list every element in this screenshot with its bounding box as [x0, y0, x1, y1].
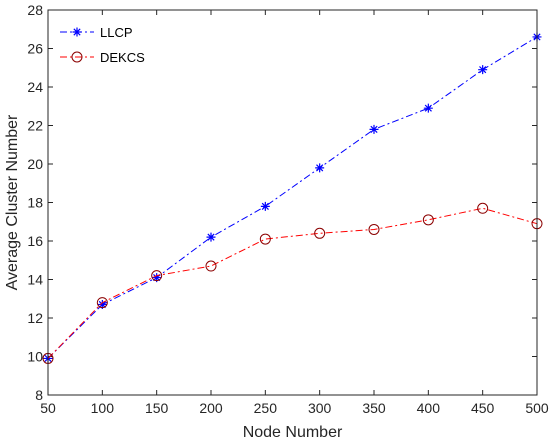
- legend-label: LLCP: [100, 25, 133, 40]
- legend: LLCP DEKCS: [53, 17, 171, 73]
- x-tick-label: 450: [471, 400, 495, 416]
- legend-marker: [72, 27, 82, 37]
- y-tick-label: 28: [27, 2, 43, 18]
- x-tick-label: 300: [308, 400, 332, 416]
- plot-area: [48, 10, 537, 395]
- data-point-dekcs: [205, 260, 217, 272]
- x-tick-label: 500: [525, 400, 549, 416]
- y-tick-label: 22: [27, 118, 43, 134]
- data-point-llcp: [423, 103, 433, 113]
- y-tick-label: 12: [27, 310, 43, 326]
- y-tick-label: 10: [27, 349, 43, 365]
- y-tick-label: 8: [35, 387, 43, 403]
- data-point-dekcs: [368, 223, 380, 235]
- data-point-llcp: [152, 273, 162, 283]
- x-tick-label: 200: [199, 400, 223, 416]
- data-point-llcp: [97, 300, 107, 310]
- y-tick-label: 26: [27, 41, 43, 57]
- data-point-llcp: [315, 163, 325, 173]
- data-point-dekcs: [422, 214, 434, 226]
- y-tick-label: 14: [27, 272, 43, 288]
- series-line-dekcs: [47, 207, 538, 359]
- series-line-llcp: [47, 36, 538, 359]
- legend-marker: [71, 51, 83, 63]
- legend-box: [53, 17, 171, 73]
- x-tick-label: 400: [417, 400, 441, 416]
- y-tick-label: 20: [27, 156, 43, 172]
- y-tick-label: 16: [27, 233, 43, 249]
- axes: 50 100 150 200 250 300 350 400 450 500 8 10 12 14 16 18…: [27, 2, 548, 416]
- data-point-llcp: [369, 124, 379, 134]
- plot-frame: [47, 9, 538, 396]
- data-point-dekcs: [259, 233, 271, 245]
- data-point-dekcs: [96, 297, 108, 309]
- x-tick-label: 50: [40, 400, 56, 416]
- data-point-llcp: [260, 201, 270, 211]
- y-tick-label: 18: [27, 195, 43, 211]
- x-tick-label: 250: [254, 400, 278, 416]
- data-point-dekcs: [314, 227, 326, 239]
- data-point-llcp: [478, 65, 488, 75]
- legend-label: DEKCS: [100, 50, 145, 65]
- x-tick-label: 350: [362, 400, 386, 416]
- y-tick-label: 24: [27, 79, 43, 95]
- legend-item-dekcs: DEKCS: [60, 50, 145, 65]
- data-point-dekcs: [151, 270, 163, 282]
- legend-item-llcp: LLCP: [60, 25, 133, 40]
- x-tick-label: 100: [91, 400, 115, 416]
- x-tick-label: 150: [145, 400, 169, 416]
- y-axis-title: Average Cluster Number: [4, 114, 21, 290]
- x-axis-title: Node Number: [243, 424, 343, 441]
- data-point-llcp: [206, 232, 216, 242]
- data-point-dekcs: [477, 202, 489, 214]
